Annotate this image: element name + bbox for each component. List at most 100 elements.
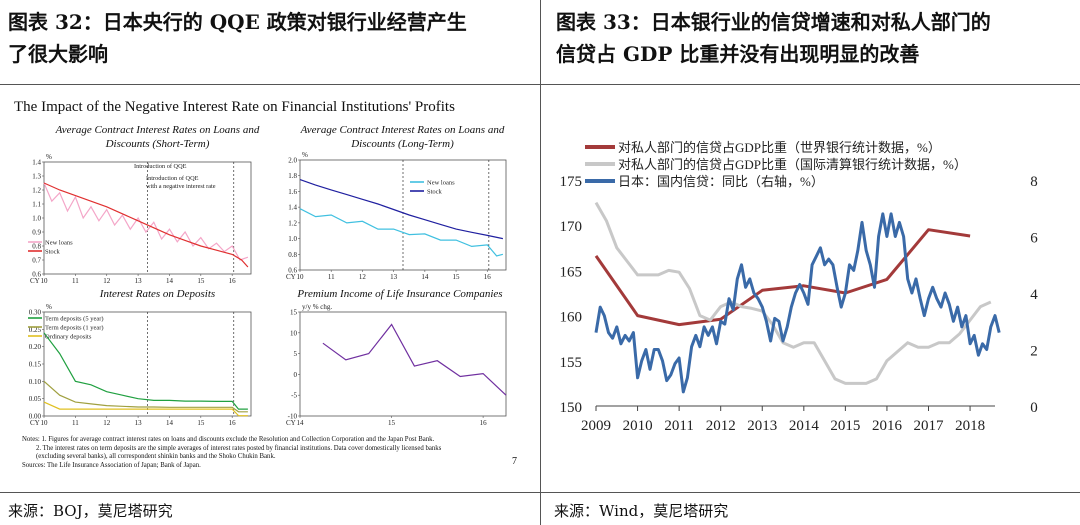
y-tick-label: 0.7 bbox=[32, 257, 41, 265]
chart-annotation: Introduction of QQE with a negative inter… bbox=[146, 175, 216, 190]
y-tick-label: 160 bbox=[560, 310, 583, 326]
legend-label: 日本：国内信贷：同比（右轴，%） bbox=[618, 174, 824, 189]
x-tick-label: 15 bbox=[197, 419, 205, 427]
y-tick-label: 0.20 bbox=[29, 343, 42, 351]
figure-title-right-line2: 信贷占 GDP 比重并没有出现明显的改善 bbox=[556, 42, 920, 66]
x-tick-label: 2015 bbox=[830, 418, 860, 434]
x-tick-label: 2013 bbox=[747, 418, 777, 434]
y-tick-label: -10 bbox=[288, 413, 298, 421]
y2-tick-label: 2 bbox=[1030, 344, 1038, 360]
series-line bbox=[43, 401, 248, 417]
y-tick-label: 1.4 bbox=[32, 159, 41, 167]
note-line: Notes: 1. Figures for average contract i… bbox=[22, 436, 435, 443]
x-tick-label: 14 bbox=[297, 419, 305, 427]
y-tick-label: 10 bbox=[290, 329, 298, 337]
y-tick-label: 150 bbox=[560, 400, 583, 416]
x-tick-label: 14 bbox=[166, 277, 174, 285]
legend-label: 对私人部门的信贷占GDP比重（国际清算银行统计数据，%） bbox=[618, 157, 967, 172]
y-tick-label: 0.9 bbox=[32, 229, 41, 237]
y-tick-label: 1.1 bbox=[32, 201, 41, 209]
x-tick-label: 2014 bbox=[789, 418, 820, 434]
chart4-premium-income: -10 -5 0 5 10 15 14 15 16 CY y/y % chg. bbox=[286, 303, 507, 427]
x-tick-label: 2016 bbox=[872, 418, 903, 434]
footer-divider bbox=[0, 492, 1080, 493]
y-tick-label: 155 bbox=[560, 355, 583, 371]
y-tick-label: 1.2 bbox=[32, 187, 41, 195]
note-line: 2. The interest rates on term deposits a… bbox=[36, 444, 442, 452]
x-axis-label: CY bbox=[286, 419, 296, 427]
x-tick-label: 10 bbox=[41, 277, 49, 285]
legend-label: New loans bbox=[427, 180, 455, 187]
series-line bbox=[322, 323, 507, 396]
y-tick-label: 5 bbox=[294, 350, 298, 358]
chart2-long-term-rates: 0.6 0.8 1.0 1.2 1.4 1.6 1.8 2.0 10 11 12 13 14 15 16 CY… bbox=[286, 151, 507, 281]
annotation-line: with a negative interest rate bbox=[146, 183, 216, 190]
y-axis-label: % bbox=[302, 151, 308, 159]
x-tick-label: 14 bbox=[166, 419, 174, 427]
y-tick-label: 0.00 bbox=[29, 413, 42, 421]
y-tick-label: 1.2 bbox=[288, 219, 297, 227]
y-axis-label: y/y % chg. bbox=[302, 303, 332, 311]
x-tick-label: 16 bbox=[229, 277, 237, 285]
y-axis-label: % bbox=[46, 153, 52, 161]
x-tick-label: 2018 bbox=[955, 418, 985, 434]
y-tick-label: 0.6 bbox=[288, 267, 297, 275]
source-right: 来源：Wind，莫尼塔研究 bbox=[554, 502, 729, 520]
x-tick-label: 13 bbox=[390, 273, 398, 281]
annotation-line: Introduction of QQE bbox=[146, 175, 199, 182]
legend-label: New loans bbox=[45, 240, 73, 247]
x-tick-label: 13 bbox=[135, 419, 143, 427]
y-tick-label: 0.05 bbox=[29, 395, 42, 403]
header-divider bbox=[0, 84, 1080, 85]
x-tick-label: 15 bbox=[197, 277, 205, 285]
x-tick-label: 10 bbox=[297, 273, 305, 281]
x-tick-label: 2009 bbox=[581, 418, 611, 434]
series-line bbox=[43, 332, 248, 410]
x-tick-label: 15 bbox=[453, 273, 461, 281]
y-tick-label: 0.10 bbox=[29, 378, 42, 386]
legend-label: Ordinary deposits bbox=[45, 334, 92, 341]
series-line bbox=[594, 212, 1001, 394]
page-number: 7 bbox=[512, 456, 517, 467]
chart-annotation: Introduction of QQE bbox=[134, 163, 187, 170]
chart4-title: Premium Income of Life Insurance Compani… bbox=[297, 288, 503, 300]
y-tick-label: 1.4 bbox=[288, 204, 297, 212]
y-tick-label: 15 bbox=[290, 309, 298, 317]
figure-title-left-line2: 了很大影响 bbox=[8, 42, 108, 66]
chart1-short-term-rates: 0.6 0.7 0.8 0.9 1.0 1.1 1.2 1.3 1.4 10 11 12 13 14 15 1… bbox=[28, 153, 252, 285]
x-tick-label: 16 bbox=[229, 419, 237, 427]
figure-title-right: 图表 33：日本银行业的信贷增速和对私人部门的 信贷占 GDP 比重并没有出现明… bbox=[556, 6, 1076, 89]
series-line bbox=[594, 201, 992, 385]
y2-tick-label: 8 bbox=[1030, 174, 1038, 190]
figure-title-left-line1: 图表 32：日本央行的 QQE 政策对银行业经营产生 bbox=[8, 10, 467, 34]
x-tick-label: 2011 bbox=[664, 418, 693, 434]
panel-divider bbox=[540, 0, 541, 525]
legend-label: Stock bbox=[45, 249, 61, 256]
y-tick-label: 170 bbox=[560, 219, 583, 235]
x-tick-label: 14 bbox=[421, 273, 429, 281]
y-tick-label: 175 bbox=[560, 174, 583, 190]
series-line bbox=[299, 179, 504, 240]
source-left: 来源：BOJ，莫尼塔研究 bbox=[8, 502, 173, 520]
y-tick-label: 0.8 bbox=[32, 243, 41, 251]
x-axis-label: CY bbox=[30, 419, 40, 427]
y-tick-label: 165 bbox=[560, 264, 583, 280]
chart3-title: Interest Rates on Deposits bbox=[99, 288, 216, 300]
note-line: Sources: The Life Insurance Association … bbox=[22, 461, 201, 469]
y-tick-label: 1.3 bbox=[32, 173, 41, 181]
chart5-credit-gdp: 150 155 160 165 170 175 0 2 4 6 8 2009 2010 2011 2012 2… bbox=[560, 140, 1039, 434]
y-tick-label: 1.0 bbox=[32, 215, 41, 223]
x-tick-label: 13 bbox=[135, 277, 143, 285]
x-tick-label: 12 bbox=[103, 419, 111, 427]
y-tick-label: 1.6 bbox=[288, 188, 297, 196]
x-tick-label: 11 bbox=[72, 419, 79, 427]
x-tick-label: 11 bbox=[72, 277, 79, 285]
x-tick-label: 12 bbox=[103, 277, 111, 285]
y2-tick-label: 6 bbox=[1030, 231, 1038, 247]
chart2-title: Average Contract Interest Rates on Loans… bbox=[300, 124, 505, 150]
y-tick-label: -5 bbox=[291, 392, 297, 400]
x-tick-label: 12 bbox=[359, 273, 367, 281]
series-line bbox=[43, 182, 249, 261]
legend-label: Stock bbox=[427, 189, 443, 196]
x-tick-label: 11 bbox=[328, 273, 335, 281]
